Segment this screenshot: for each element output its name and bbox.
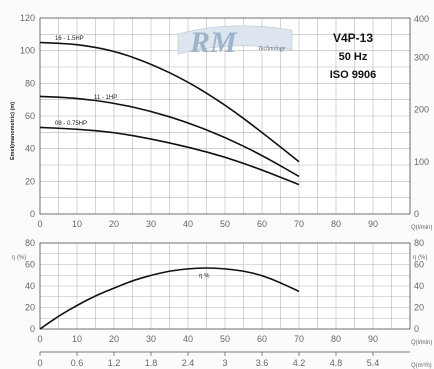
head-y-tick-label: 100 — [20, 46, 35, 56]
head-curve-2 — [39, 126, 300, 186]
head-series-label-2: 08 - 0.75HP — [55, 121, 87, 127]
head-right-tick-label: 100 — [414, 157, 429, 167]
head-x-tick-label: 80 — [331, 219, 341, 229]
head-y-tick-label: 40 — [25, 144, 35, 154]
head-curve-1 — [39, 95, 300, 178]
head-curves: 16 - 1.5HP 11 - 1HP 08 - 0.75HP — [39, 36, 300, 186]
flow-m3h-tick-label: 0.6 — [71, 358, 84, 368]
head-x-tick-label: 30 — [146, 219, 156, 229]
efficiency-right-tick-label: 20 — [414, 303, 424, 313]
flow-m3h-axis: 0 0.6 1.2 1.8 2.4 3 3.6 4.2 4.8 5.4 — [37, 351, 410, 368]
efficiency-series-label-0: η % — [199, 274, 210, 280]
head-y-tick-label: 120 — [20, 13, 35, 23]
logo-subtext: Technology — [258, 46, 286, 52]
head-x-tick-label: 40 — [183, 219, 193, 229]
efficiency-x-tick-label: 30 — [146, 334, 156, 344]
efficiency-right-tick-label: 80 — [414, 238, 424, 248]
flow-m3h-tick-label: 1.2 — [108, 358, 121, 368]
head-chart-grid — [39, 17, 411, 215]
efficiency-right-tick-label: 60 — [414, 260, 424, 270]
head-right-tick-label: 300 — [414, 52, 429, 62]
head-x-tick-label: 70 — [294, 219, 304, 229]
efficiency-y-tick-label: 60 — [25, 260, 35, 270]
head-y-tick-label: 0 — [30, 209, 35, 219]
head-y-tick-label: 60 — [25, 111, 35, 121]
head-x-tick-label: 0 — [37, 219, 42, 229]
head-y-tick-label: 20 — [25, 176, 35, 186]
flow-m3h-unit: Q(m³/h) — [411, 363, 432, 369]
head-x-tick-label: 20 — [109, 219, 119, 229]
head-x-tick-label: 10 — [72, 219, 82, 229]
head-x-tick-label: 90 — [368, 219, 378, 229]
head-chart-ticks: 0 10 20 30 40 50 60 70 80 90 0 20 40 60 80 100 120 0 100 20… — [20, 13, 429, 229]
flow-m3h-tick-label: 0 — [37, 358, 42, 368]
efficiency-chart-ticks: 0 10 20 30 40 50 60 70 80 90 0 20 40 60 80 0 20 40 60 80 — [25, 238, 424, 344]
efficiency-y-tick-label: 80 — [25, 238, 35, 248]
head-y-axis-label: Emel(manometric) (m) — [10, 102, 16, 160]
logo-text: RM — [189, 26, 238, 59]
head-chart-x-unit: Q(l/min) — [411, 225, 432, 231]
efficiency-x-tick-label: 60 — [257, 334, 267, 344]
head-series-label-1: 11 - 1HP — [94, 95, 117, 101]
efficiency-chart-grid — [39, 242, 411, 330]
head-right-tick-label: 0 — [414, 209, 419, 219]
model-standard: ISO 9906 — [330, 69, 376, 81]
efficiency-y-tick-label: 20 — [25, 303, 35, 313]
efficiency-x-tick-label: 0 — [37, 334, 42, 344]
efficiency-right-axis-label: η (%) — [413, 255, 427, 261]
model-name: V4P-13 — [333, 31, 373, 45]
efficiency-x-tick-label: 80 — [331, 334, 341, 344]
efficiency-chart-frame — [39, 242, 411, 330]
efficiency-left-axis-label: η (%) — [12, 255, 26, 261]
efficiency-right-tick-label: 0 — [414, 324, 419, 334]
head-x-tick-label: 60 — [257, 219, 267, 229]
head-series-label-0: 16 - 1.5HP — [55, 36, 84, 42]
efficiency-x-tick-label: 40 — [183, 334, 193, 344]
efficiency-chart-x-unit: Q(l/min) — [411, 340, 432, 346]
brand-logo: RM Technology — [177, 25, 293, 59]
flow-m3h-tick-label: 2.4 — [182, 358, 195, 368]
flow-m3h-tick-label: 1.8 — [145, 358, 158, 368]
efficiency-x-tick-label: 20 — [109, 334, 119, 344]
logo-swoosh — [177, 25, 293, 55]
efficiency-right-tick-label: 40 — [414, 281, 424, 291]
efficiency-x-tick-label: 90 — [368, 334, 378, 344]
head-right-tick-label: 200 — [414, 105, 429, 115]
model-frequency: 50 Hz — [339, 51, 368, 63]
efficiency-x-tick-label: 10 — [72, 334, 82, 344]
head-chart-frame — [39, 17, 411, 215]
flow-m3h-tick-label: 3.6 — [256, 358, 269, 368]
flow-m3h-tick-label: 5.4 — [367, 358, 380, 368]
efficiency-y-tick-label: 40 — [25, 281, 35, 291]
head-x-tick-label: 50 — [220, 219, 230, 229]
efficiency-x-tick-label: 50 — [220, 334, 230, 344]
right-axis-top-label: 400 — [414, 14, 429, 24]
flow-m3h-tick-label: 3 — [222, 358, 227, 368]
efficiency-curve-0 — [39, 267, 300, 330]
flow-m3h-tick-label: 4.8 — [330, 358, 343, 368]
efficiency-curves: η % — [39, 267, 300, 330]
efficiency-y-tick-label: 0 — [30, 324, 35, 334]
flow-m3h-tick-label: 4.2 — [293, 358, 306, 368]
efficiency-x-tick-label: 70 — [294, 334, 304, 344]
head-y-tick-label: 80 — [25, 78, 35, 88]
head-curve-0 — [39, 41, 300, 163]
